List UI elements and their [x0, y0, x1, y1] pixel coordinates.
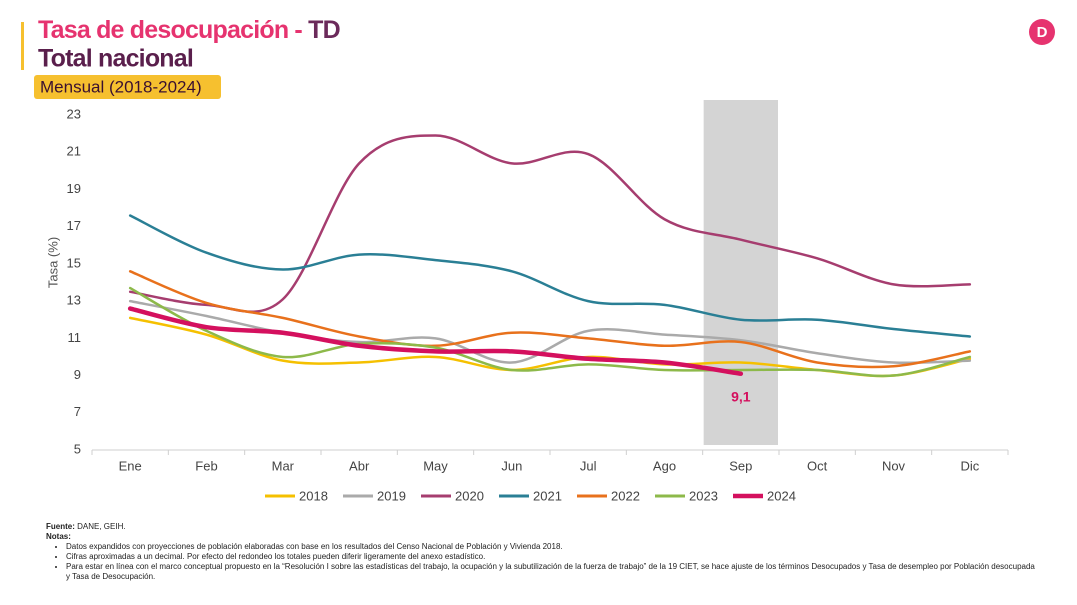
x-tick-label: Mar [272, 458, 295, 473]
x-tick-label: Oct [807, 458, 828, 473]
source: Fuente: DANE, GEIH. [46, 522, 1036, 532]
logo-letter: D [1037, 24, 1048, 41]
x-tick-label: May [423, 458, 448, 473]
source-text: DANE, GEIH. [74, 522, 126, 531]
x-tick-label: Abr [349, 458, 370, 473]
title-main: Tasa de desocupación - [38, 16, 308, 44]
legend-label: 2018 [299, 488, 328, 503]
header-bar [21, 22, 24, 70]
legend-label: 2020 [455, 488, 484, 503]
badge [34, 75, 221, 99]
x-tick-label: Feb [195, 458, 217, 473]
legend-label: 2024 [767, 488, 796, 503]
notes: Datos expandidos con proyecciones de pob… [46, 542, 1036, 582]
series-line [127, 306, 744, 376]
y-tick-label: 9 [74, 367, 81, 382]
data-label: 9,1 [731, 388, 751, 404]
title: Tasa de desocupación - TD [38, 16, 340, 44]
y-tick-label: 11 [68, 330, 82, 345]
legend-label: 2022 [611, 488, 640, 503]
x-tick-label: Jul [580, 458, 597, 473]
series-line [128, 270, 972, 369]
notes-label: Notas: [46, 532, 71, 541]
x-tick-label: Ene [119, 458, 142, 473]
subtitle: Total nacional [38, 45, 193, 73]
x-tick-label: Dic [960, 458, 979, 473]
y-tick-label: 21 [67, 144, 81, 159]
y-tick-label: 15 [67, 255, 81, 270]
highlight-band [703, 100, 778, 445]
x-tick-label: Nov [882, 458, 906, 473]
logo [1029, 19, 1055, 45]
y-tick-label: 17 [67, 218, 81, 233]
y-tick-label: 13 [67, 293, 81, 308]
series-line [128, 214, 972, 338]
legend-label: 2023 [689, 488, 718, 503]
y-tick-label: 7 [74, 404, 81, 419]
legend-label: 2019 [377, 488, 406, 503]
x-tick-label: Sep [729, 458, 752, 473]
y-tick-label: 19 [67, 181, 81, 196]
y-tick-label: 23 [67, 106, 81, 121]
series-line [128, 134, 972, 314]
note: Datos expandidos con proyecciones de pob… [66, 542, 1036, 552]
y-tick-label: 5 [74, 441, 81, 456]
note: Cifras aproximadas a un decimal. Por efe… [66, 552, 1036, 562]
badge-text: Mensual (2018-2024) [40, 77, 202, 96]
x-tick-label: Jun [501, 458, 522, 473]
series-line [128, 286, 972, 378]
note: Para estar en línea con el marco concept… [66, 562, 1036, 582]
chart: Tasa de desocupación - TD Total nacional… [21, 16, 1055, 503]
x-tick-label: Ago [653, 458, 676, 473]
legend-label: 2021 [533, 488, 562, 503]
title-accent: TD [308, 16, 340, 44]
footer: Fuente: DANE, GEIH. Notas: Datos expandi… [46, 522, 1036, 582]
source-label: Fuente: [46, 522, 75, 531]
y-axis-label: Tasa (%) [45, 237, 60, 288]
